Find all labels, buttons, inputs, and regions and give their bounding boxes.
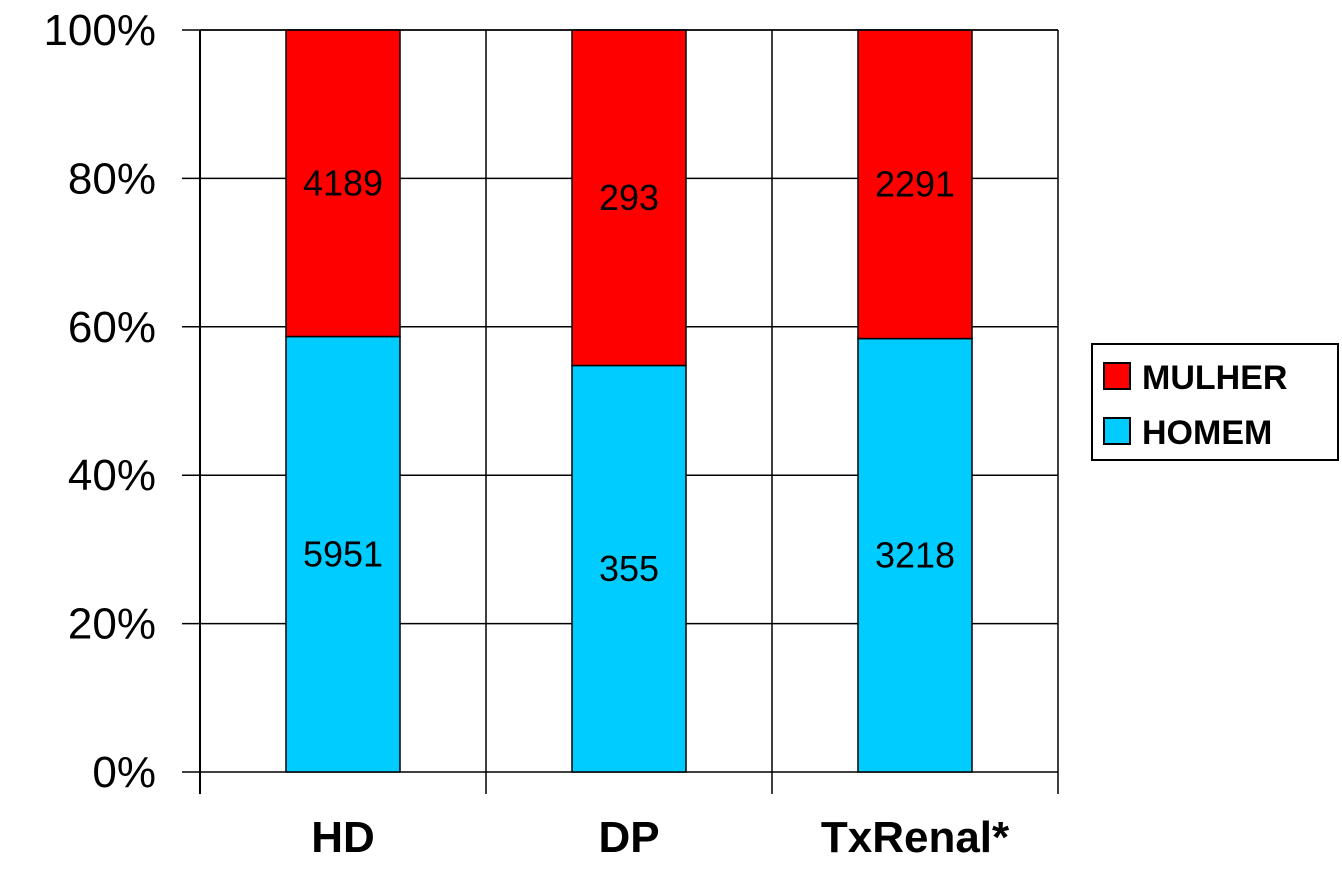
bar-homem-0 — [285, 335, 401, 773]
x-tick-label: TxRenal* — [821, 813, 1010, 862]
data-label-mulher: 4189 — [303, 162, 383, 203]
legend: MULHER HOMEM — [1091, 343, 1339, 461]
x-tick-labels: HD DP TxRenal* — [311, 813, 1010, 862]
legend-frame — [1091, 343, 1339, 461]
bar-mulher-2 — [857, 29, 973, 340]
axes — [182, 29, 1058, 794]
bar-mulher-1 — [571, 29, 687, 367]
y-tick-label: 80% — [68, 154, 156, 203]
legend-label-homem: HOMEM — [1142, 414, 1272, 452]
bar-homem-2 — [857, 337, 973, 773]
y-tick-label: 20% — [68, 600, 156, 649]
bars — [285, 29, 973, 773]
bar-mulher-0 — [285, 29, 401, 338]
y-tick-label: 60% — [68, 303, 156, 352]
data-label-homem: 5951 — [303, 533, 383, 574]
y-tick-label: 40% — [68, 451, 156, 500]
y-tick-labels: 0% 20% 40% 60% 80% 100% — [43, 6, 156, 797]
data-labels: 5951 4189 355 293 3218 2291 — [303, 162, 955, 588]
data-label-homem: 355 — [599, 548, 659, 589]
x-tick-label: DP — [598, 813, 659, 862]
y-tick-label: 100% — [43, 6, 156, 55]
x-tick-label: HD — [311, 813, 375, 862]
data-label-mulher: 293 — [599, 177, 659, 218]
legend-swatch-homem — [1103, 417, 1131, 445]
legend-label-mulher: MULHER — [1142, 359, 1287, 397]
legend-swatch-mulher — [1103, 362, 1131, 390]
data-label-homem: 3218 — [875, 534, 955, 575]
y-tick-label: 0% — [92, 748, 156, 797]
bar-homem-1 — [571, 364, 687, 773]
data-label-mulher: 2291 — [875, 163, 955, 204]
